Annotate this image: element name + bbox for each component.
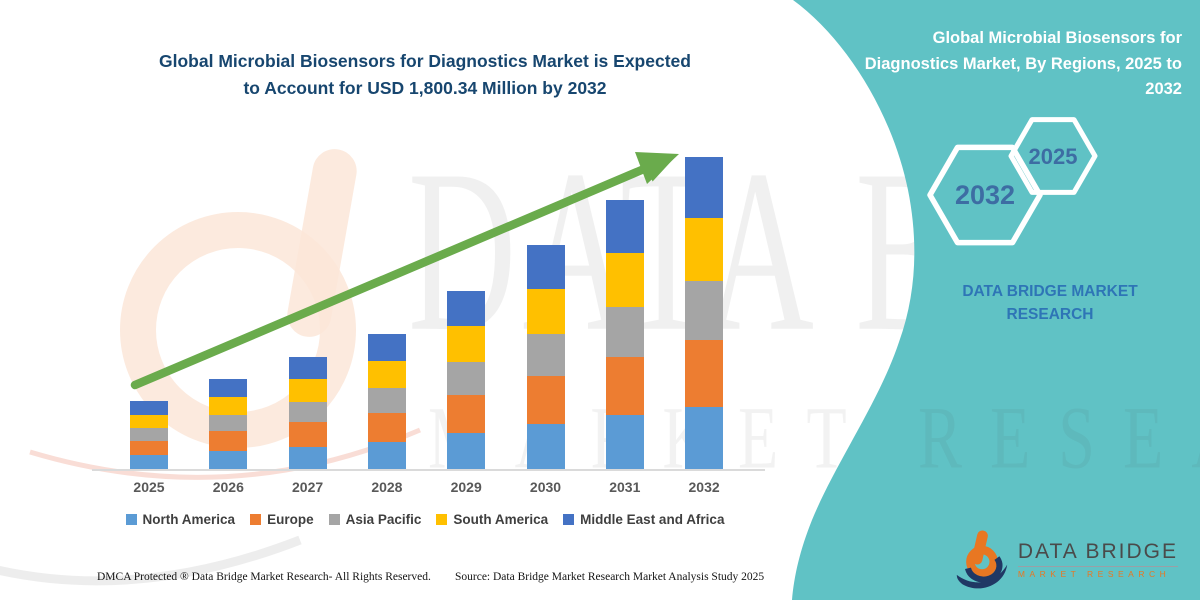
segment-2030-north-america xyxy=(526,424,565,469)
segment-2026-north-america xyxy=(209,450,248,469)
x-label-2032: 2032 xyxy=(688,479,720,495)
legend-label: Europe xyxy=(267,512,314,527)
bar-2026 xyxy=(209,379,248,469)
footer-dmca: DMCA Protected ® Data Bridge Market Rese… xyxy=(97,571,431,583)
segment-2028-asia-pacific xyxy=(367,387,406,413)
legend-label: Asia Pacific xyxy=(345,512,422,527)
segment-2025-europe xyxy=(130,440,168,456)
segment-2029-europe xyxy=(447,395,486,434)
segment-2027-europe xyxy=(288,422,327,447)
legend-item-europe: Europe xyxy=(250,512,314,527)
segment-2031-south-america xyxy=(605,252,644,308)
segment-2032-europe xyxy=(685,339,724,407)
hexagon-large-label: 2032 xyxy=(955,180,1015,210)
segment-2031-middle-east-and-africa xyxy=(605,200,644,253)
legend-item-north-america: North America xyxy=(125,512,236,527)
segment-2032-asia-pacific xyxy=(685,281,724,340)
segment-2026-middle-east-and-africa xyxy=(209,379,248,397)
segment-2032-middle-east-and-africa xyxy=(685,157,724,219)
hexagon-small-label: 2025 xyxy=(1029,144,1078,169)
segment-2028-south-america xyxy=(367,360,406,388)
segment-2029-asia-pacific xyxy=(447,362,486,396)
segment-2031-asia-pacific xyxy=(605,307,644,358)
segment-2030-europe xyxy=(526,375,565,425)
segment-2025-middle-east-and-africa xyxy=(130,401,168,415)
x-label-2031: 2031 xyxy=(609,479,641,495)
x-label-2028: 2028 xyxy=(371,479,403,495)
logo-subtitle: MARKET RESEARCH xyxy=(1017,568,1171,579)
legend-label: South America xyxy=(453,512,549,527)
chart-title-line2: to Account for USD 1,800.34 Million by 2… xyxy=(243,78,607,99)
data-bridge-logo: DATA BRIDGE MARKET RESEARCH xyxy=(954,528,1178,590)
x-axis-line xyxy=(92,469,765,471)
segment-2026-south-america xyxy=(209,396,248,415)
legend-item-asia-pacific: Asia Pacific xyxy=(328,512,422,527)
bar-2027 xyxy=(288,357,327,469)
logo-text: DATA BRIDGE MARKET RESEARCH xyxy=(1017,539,1178,579)
segment-2030-asia-pacific xyxy=(526,334,565,376)
legend-swatch xyxy=(125,514,137,525)
segment-2025-north-america xyxy=(130,455,168,469)
x-label-2027: 2027 xyxy=(292,479,324,495)
plot-area: 2025 2026 2027 2028 2029 2030 2031 2032 xyxy=(92,140,765,495)
bar-2029 xyxy=(447,291,486,469)
segment-2032-south-america xyxy=(685,218,724,282)
x-label-2026: 2026 xyxy=(212,479,244,495)
brand-text: DATA BRIDGE MARKET RESEARCH xyxy=(962,283,1138,324)
segment-2031-north-america xyxy=(605,415,644,469)
x-label-2025: 2025 xyxy=(133,479,165,495)
legend-swatch xyxy=(250,514,262,525)
legend-item-middle-east-and-africa: Middle East and Africa xyxy=(563,512,724,527)
bar-2032 xyxy=(685,157,724,469)
hexagon-2025 xyxy=(1008,117,1098,195)
bar-2025 xyxy=(130,401,168,469)
logo-b-icon xyxy=(956,530,1008,589)
legend: North America Europe Asia Pacific South Ame… xyxy=(85,512,765,527)
segment-2026-europe xyxy=(209,431,248,451)
segment-2025-asia-pacific xyxy=(130,428,168,441)
x-label-2029: 2029 xyxy=(450,479,482,495)
year-hexagons: 2025 2032 xyxy=(927,117,1098,246)
legend-label: North America xyxy=(142,512,236,527)
x-label-2030: 2030 xyxy=(529,479,562,495)
segment-2026-asia-pacific xyxy=(209,414,248,432)
chart-title: Global Microbial Biosensors for Diagnost… xyxy=(85,48,765,102)
panel-title: Global Microbial Biosensors for Diagnost… xyxy=(864,29,1182,99)
hexagon-2032 xyxy=(927,144,1043,246)
segment-2027-south-america xyxy=(288,379,327,402)
legend-swatch xyxy=(328,514,340,525)
bar-2030 xyxy=(526,245,565,469)
logo-name: DATA BRIDGE xyxy=(1017,539,1178,563)
trend-arrow xyxy=(130,152,679,390)
segment-2029-north-america xyxy=(447,433,486,469)
segment-2030-south-america xyxy=(526,289,565,335)
footer-source: Source: Data Bridge Market Research Mark… xyxy=(455,571,765,583)
legend-label: Middle East and Africa xyxy=(580,512,725,527)
logo-divider xyxy=(1017,565,1178,567)
bar-2028 xyxy=(367,334,406,469)
bar-2031 xyxy=(605,200,644,469)
segment-2027-north-america xyxy=(288,446,327,469)
legend-swatch xyxy=(436,514,448,525)
segment-2032-north-america xyxy=(685,406,724,469)
segment-2030-middle-east-and-africa xyxy=(526,245,565,290)
segment-2029-south-america xyxy=(447,326,486,363)
segment-2027-middle-east-and-africa xyxy=(288,357,327,379)
chart-title-line1: Global Microbial Biosensors for Diagnost… xyxy=(159,51,691,71)
segment-2025-south-america xyxy=(130,414,168,429)
legend-item-south-america: South America xyxy=(436,512,548,527)
segment-2031-europe xyxy=(605,357,644,416)
segment-2029-middle-east-and-africa xyxy=(447,291,486,327)
segment-2028-north-america xyxy=(367,441,406,469)
segment-2028-middle-east-and-africa xyxy=(367,334,406,361)
segment-2027-asia-pacific xyxy=(288,401,327,423)
segment-2028-europe xyxy=(367,412,406,442)
legend-swatch xyxy=(563,514,575,525)
